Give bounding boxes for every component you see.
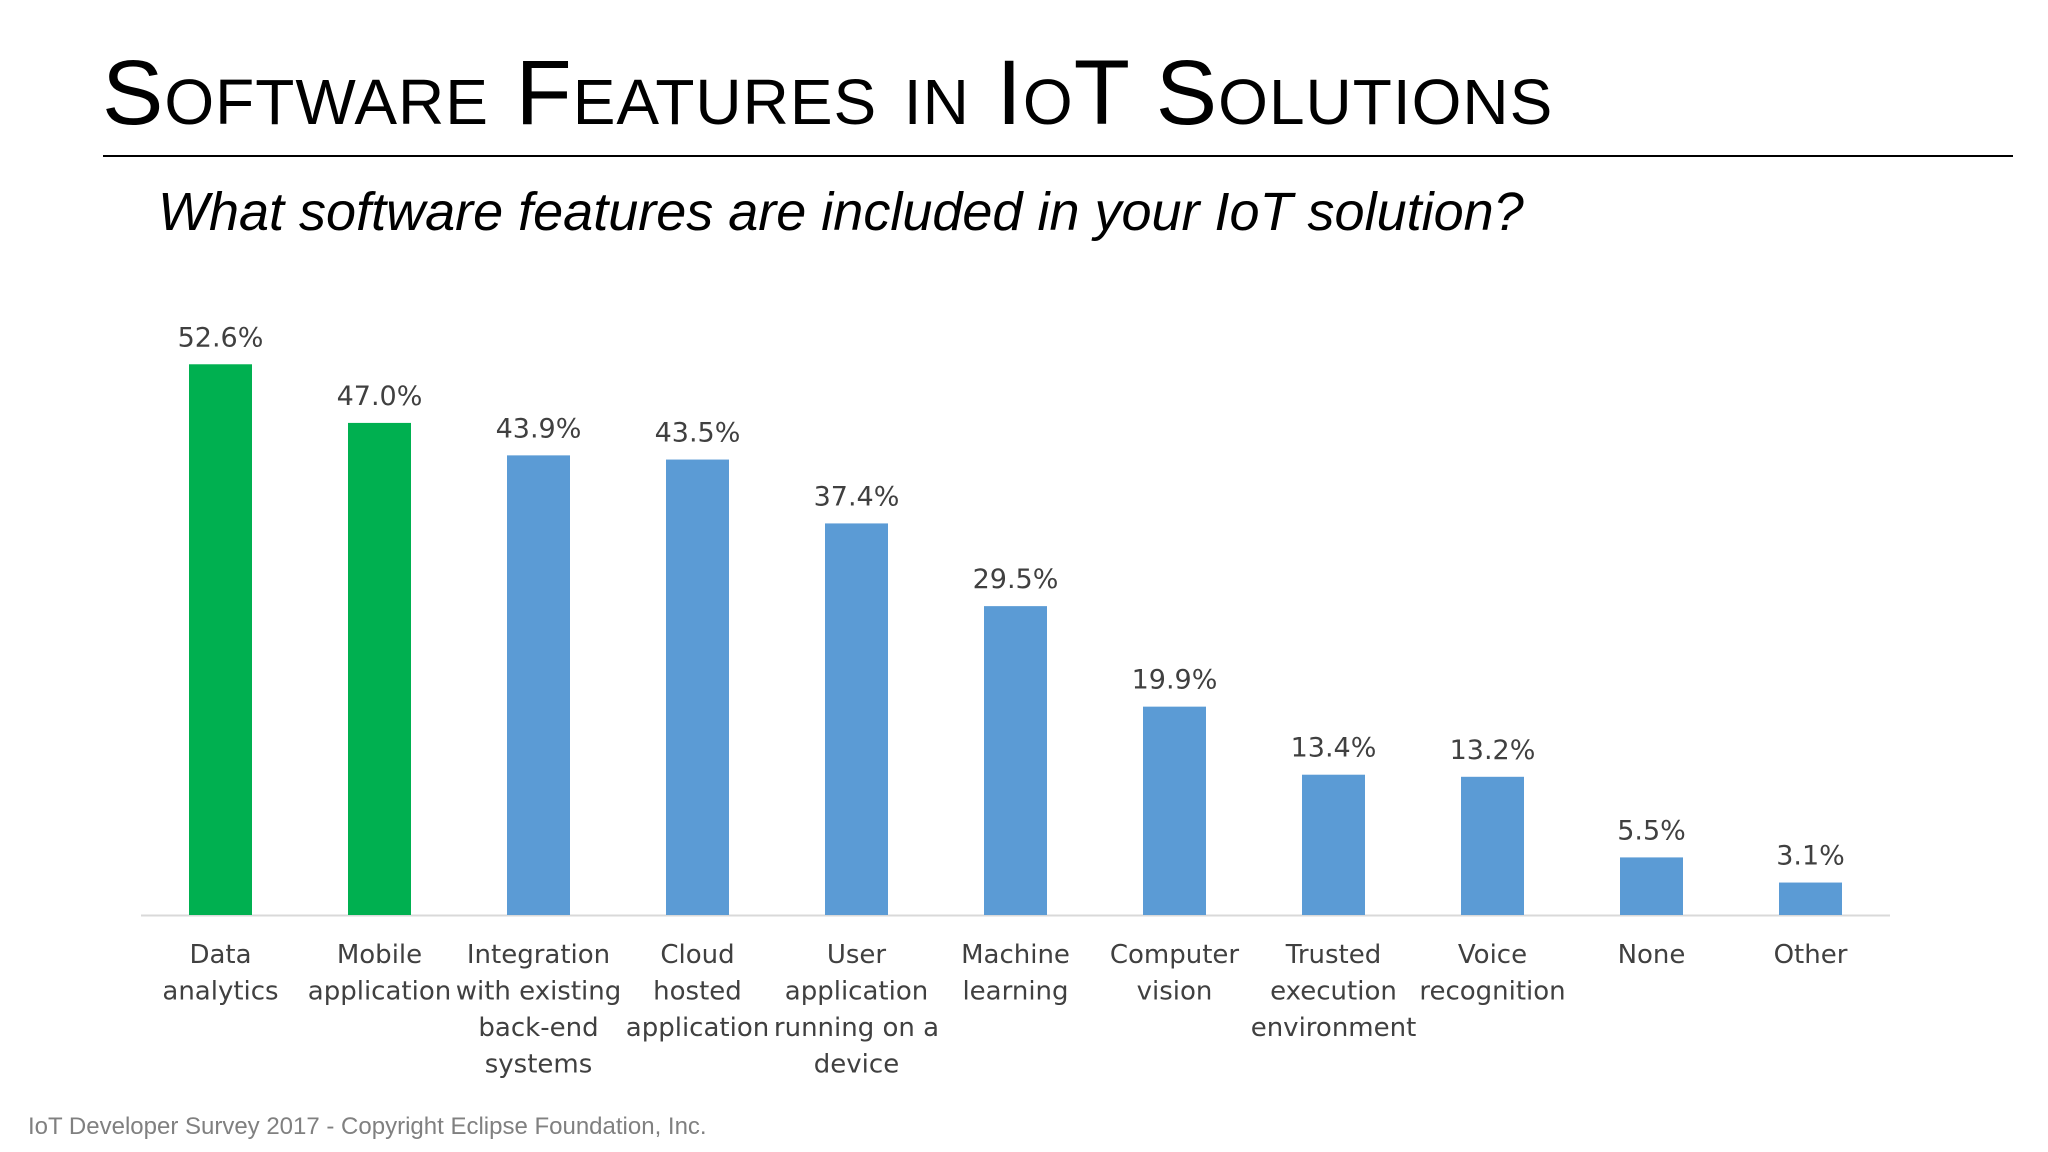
data-label: 29.5% <box>973 564 1059 595</box>
bar <box>507 455 570 915</box>
bar <box>1779 882 1842 915</box>
title-divider <box>103 155 2013 157</box>
x-tick-label: Machine learning <box>961 940 1070 1007</box>
data-label: 13.2% <box>1450 735 1536 766</box>
bar <box>348 422 411 915</box>
bar <box>1461 776 1524 915</box>
x-tick-label: Trusted execution environment <box>1251 940 1417 1043</box>
data-label: 3.1% <box>1776 841 1845 872</box>
slide-subtitle: What software features are included in y… <box>158 182 1524 242</box>
bar <box>1302 774 1365 915</box>
bar <box>825 523 888 915</box>
x-tick-label: Other <box>1774 940 1848 970</box>
bar <box>1143 706 1206 915</box>
bar <box>1620 857 1683 915</box>
x-tick-label: Computer vision <box>1110 940 1240 1007</box>
data-label: 5.5% <box>1617 815 1686 846</box>
x-tick-label: Cloud hosted application <box>626 940 769 1043</box>
x-tick-label: Mobile application <box>308 940 451 1007</box>
x-tick-label: Voice recognition <box>1419 940 1565 1007</box>
data-label: 13.4% <box>1291 733 1377 764</box>
data-label: 19.9% <box>1132 665 1218 696</box>
bar <box>189 364 252 915</box>
bar <box>666 459 729 915</box>
data-label: 47.0% <box>337 381 423 412</box>
footer-copyright: IoT Developer Survey 2017 - Copyright Ec… <box>28 1113 707 1140</box>
bar <box>984 606 1047 915</box>
x-tick-label: Data analytics <box>162 940 278 1007</box>
data-label: 37.4% <box>814 481 900 512</box>
data-label: 52.6% <box>178 322 264 353</box>
data-label: 43.5% <box>655 418 741 449</box>
data-label: 43.9% <box>496 413 582 444</box>
x-tick-label: None <box>1618 940 1686 970</box>
slide-title: Software Features in IoT Solutions <box>102 42 1554 144</box>
x-tick-label: Integration with existing back-end systems <box>456 940 622 1080</box>
x-tick-label: User application running on a device <box>774 940 939 1080</box>
